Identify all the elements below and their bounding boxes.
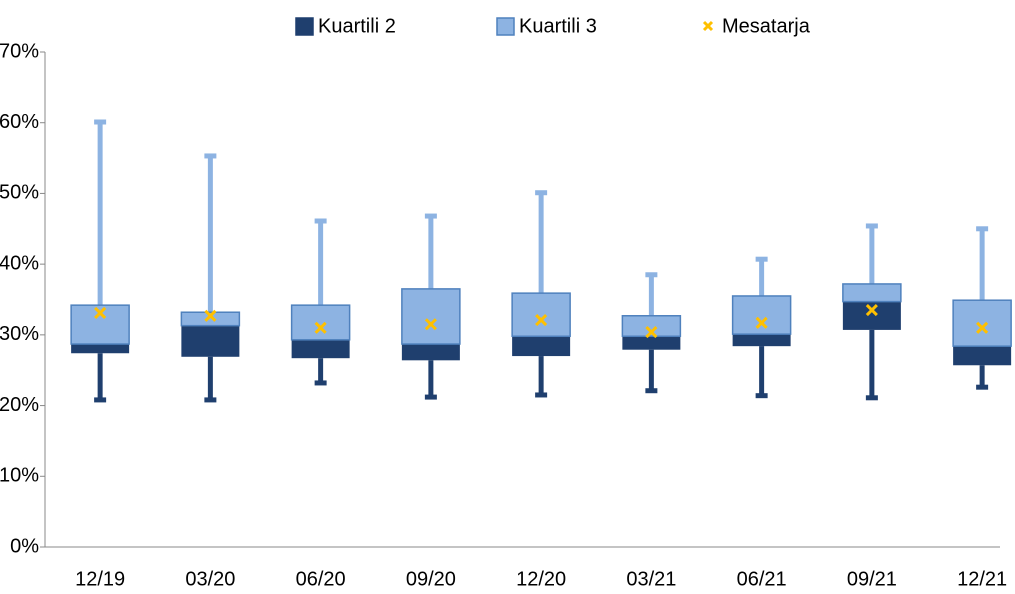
x-tick-label: 03/21 bbox=[626, 568, 676, 590]
mean-marker bbox=[976, 321, 989, 334]
mean-marker bbox=[424, 318, 437, 331]
box-upper bbox=[70, 304, 130, 345]
box-upper bbox=[511, 292, 571, 338]
box-lower bbox=[512, 336, 571, 357]
box-upper bbox=[842, 283, 902, 303]
box-lower bbox=[953, 346, 1012, 366]
box-upper bbox=[952, 299, 1012, 347]
x-tick-label: 12/19 bbox=[75, 568, 125, 590]
legend-label: Mesatarja bbox=[722, 15, 811, 37]
x-tick-label: 06/21 bbox=[737, 568, 787, 590]
mean-marker bbox=[645, 325, 658, 339]
mean-marker bbox=[865, 304, 878, 317]
box-upper bbox=[621, 315, 682, 338]
mean-marker bbox=[204, 309, 217, 322]
mean-marker bbox=[314, 321, 327, 334]
box-lower bbox=[71, 344, 130, 354]
y-tick-label: 70% bbox=[0, 40, 39, 62]
y-tick-label: 10% bbox=[0, 465, 39, 487]
x-tick-label: 09/21 bbox=[847, 568, 897, 590]
x-tick-label: 03/20 bbox=[185, 568, 235, 590]
box-lower bbox=[401, 344, 460, 361]
y-tick-label: 0% bbox=[10, 535, 39, 557]
box-upper bbox=[401, 288, 461, 345]
x-tick-label: 09/20 bbox=[406, 568, 456, 590]
box-lower bbox=[291, 339, 350, 359]
legend-marker bbox=[702, 20, 714, 32]
legend-swatch bbox=[295, 17, 314, 36]
box-lower bbox=[181, 325, 240, 357]
y-tick-label: 50% bbox=[0, 182, 39, 204]
box-lower bbox=[732, 334, 791, 347]
box-upper bbox=[290, 304, 351, 341]
y-tick-label: 20% bbox=[0, 394, 39, 416]
legend-label: Kuartili 2 bbox=[318, 15, 396, 37]
y-tick-label: 30% bbox=[0, 323, 39, 345]
legend-swatch bbox=[496, 17, 515, 36]
box-upper bbox=[731, 295, 792, 335]
box-lower bbox=[622, 336, 681, 350]
x-tick-label: 12/20 bbox=[516, 568, 566, 590]
mean-marker bbox=[755, 316, 768, 329]
x-tick-label: 12/21 bbox=[957, 568, 1007, 590]
box-lower bbox=[842, 301, 901, 330]
y-tick-label: 40% bbox=[0, 252, 39, 274]
mean-marker bbox=[535, 313, 548, 327]
y-tick-label: 60% bbox=[0, 111, 39, 133]
x-tick-label: 06/20 bbox=[296, 568, 346, 590]
mean-marker bbox=[94, 306, 107, 319]
legend-label: Kuartili 3 bbox=[519, 15, 597, 37]
box-upper bbox=[180, 311, 241, 327]
